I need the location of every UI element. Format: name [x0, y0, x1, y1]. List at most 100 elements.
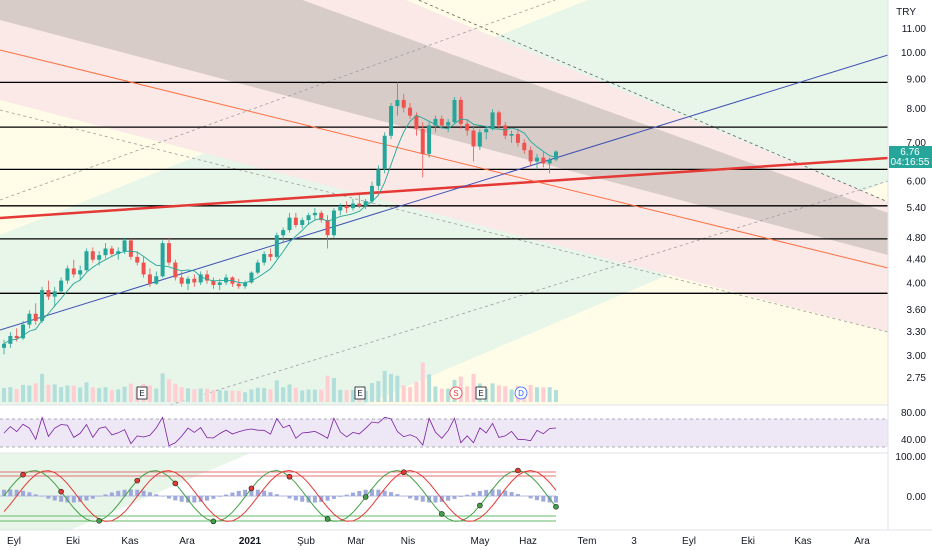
candle-body — [186, 278, 190, 284]
candle-body — [173, 262, 178, 278]
volume-bar — [331, 378, 336, 402]
volume-bar — [554, 390, 558, 402]
svg-text:E: E — [357, 389, 362, 398]
horizontal-levels — [0, 81, 888, 294]
volume-bar — [116, 389, 121, 402]
volume-bar — [179, 387, 184, 402]
event-marker: E — [354, 386, 366, 400]
volume-bar — [281, 387, 286, 402]
time-tick: May — [471, 536, 490, 547]
time-axis[interactable]: Eyl Eki Kas Ara 2021 Şub Mar Nis May Haz Tem 3 Eyl Ek… — [0, 529, 932, 550]
candle-body — [179, 277, 184, 284]
candle-body — [122, 240, 127, 252]
price-axis[interactable]: 11.00 10.00 9.00 8.00 7.00 6.00 5.40 4.80 4.40 4.… — [887, 0, 932, 530]
volume-bar — [306, 389, 311, 402]
volume-bar — [14, 388, 19, 402]
stoch-hist-bar — [154, 494, 159, 496]
stoch-k-line — [3, 469, 557, 522]
candle-body — [363, 201, 368, 206]
volume-bar — [27, 385, 32, 402]
stoch-dot — [20, 471, 26, 478]
stoch-hist-bar — [554, 496, 558, 503]
stoch-hist-bar — [52, 496, 57, 501]
stoch-hist-bar — [40, 496, 45, 497]
candle-body — [255, 262, 260, 273]
candle-body — [370, 185, 374, 202]
stoch-hist-bar — [8, 489, 13, 496]
svg-text:S: S — [453, 389, 458, 398]
volume-bar — [287, 384, 292, 402]
stoch-hist-bar — [128, 489, 133, 496]
stoch-hist-bar — [452, 496, 457, 499]
stoch-hist-bar — [33, 494, 38, 496]
stoch-hist-bar — [236, 490, 241, 496]
candle-body — [509, 133, 514, 136]
volume-bar — [52, 384, 57, 402]
stoch-hist-bar — [408, 496, 413, 499]
volume-bar — [509, 389, 514, 402]
stoch-hist-bar — [122, 489, 127, 496]
volume-bar — [439, 388, 444, 402]
candle-body — [147, 274, 152, 284]
svg-text:04:16:55: 04:16:55 — [891, 157, 930, 168]
volume-bar — [471, 374, 476, 402]
candle-body — [408, 107, 413, 116]
stoch-hist-bar — [446, 496, 451, 501]
candle-body — [547, 159, 552, 164]
candle-body — [268, 254, 273, 257]
stoch-hist-bar — [325, 496, 330, 501]
volume-bar — [147, 385, 152, 402]
candle-body — [477, 132, 482, 147]
stoch-hist-bar — [84, 496, 89, 501]
stoch-pane — [0, 452, 888, 525]
candle-body — [452, 99, 457, 123]
stoch-dot — [58, 488, 64, 495]
volume-bar — [534, 387, 539, 402]
stoch-hist-bar — [338, 496, 343, 497]
price-tick: 6.00 — [907, 177, 927, 188]
volume-bar — [249, 389, 254, 402]
candle-body — [306, 215, 311, 221]
candle-body — [14, 335, 19, 339]
candle-body — [243, 282, 248, 287]
stoch-hist-bar — [503, 490, 508, 496]
candle-body — [274, 235, 279, 257]
stoch-hist-bar — [458, 496, 463, 497]
stoch-dot — [286, 473, 293, 480]
candle-body — [490, 112, 495, 129]
volume-bar — [71, 385, 76, 402]
candle-body — [515, 133, 520, 143]
candle-body — [300, 220, 305, 226]
event-marker: E — [475, 386, 487, 400]
stoch-hist-bar — [515, 494, 520, 496]
candle-body — [281, 230, 286, 236]
stoch-hist-bar — [166, 496, 171, 499]
stoch-hist-bar — [287, 496, 292, 499]
time-tick: Haz — [519, 536, 537, 547]
time-tick: Şub — [297, 536, 315, 547]
moving-average — [3, 114, 557, 345]
volume-bar — [408, 387, 413, 402]
event-marker: E — [136, 386, 148, 400]
stoch-hist-bar — [173, 496, 178, 501]
volume-bar — [274, 380, 279, 402]
volume-bar — [198, 388, 203, 402]
candle-body — [382, 135, 387, 170]
candle-body — [319, 212, 324, 221]
candle-body — [496, 112, 501, 126]
volume-bar — [90, 387, 95, 402]
volume-bar — [46, 384, 51, 402]
candle-body — [103, 248, 108, 256]
candle-body — [503, 125, 508, 136]
time-tick: Eyl — [682, 536, 696, 547]
channel-edge — [417, 0, 889, 203]
time-tick: Eyl — [7, 536, 21, 547]
stoch-cross-dots — [20, 467, 559, 525]
volume-bar — [255, 387, 260, 402]
stoch-hist-bar — [484, 489, 489, 496]
candle-body — [135, 256, 140, 263]
falling-trendline — [0, 49, 889, 269]
candle-body — [401, 99, 406, 108]
